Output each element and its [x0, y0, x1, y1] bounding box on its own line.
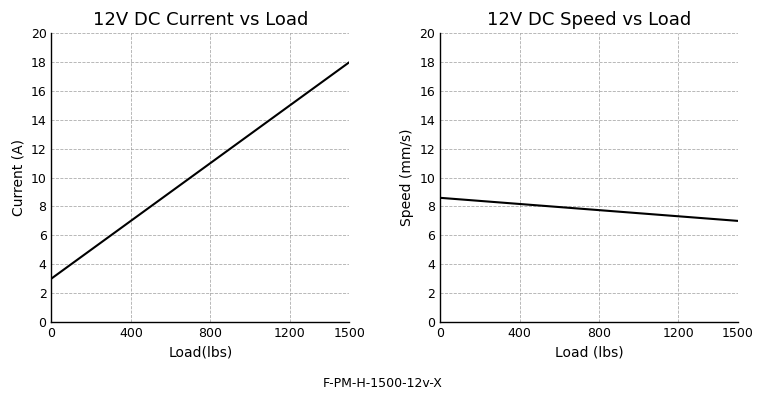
Title: 12V DC Current vs Load: 12V DC Current vs Load: [93, 11, 308, 29]
X-axis label: Load (lbs): Load (lbs): [555, 345, 623, 359]
Text: F-PM-H-1500-12v-X: F-PM-H-1500-12v-X: [323, 377, 442, 390]
Y-axis label: Speed (mm/s): Speed (mm/s): [400, 129, 414, 227]
X-axis label: Load(lbs): Load(lbs): [168, 345, 233, 359]
Title: 12V DC Speed vs Load: 12V DC Speed vs Load: [487, 11, 691, 29]
Y-axis label: Current (A): Current (A): [11, 139, 25, 216]
